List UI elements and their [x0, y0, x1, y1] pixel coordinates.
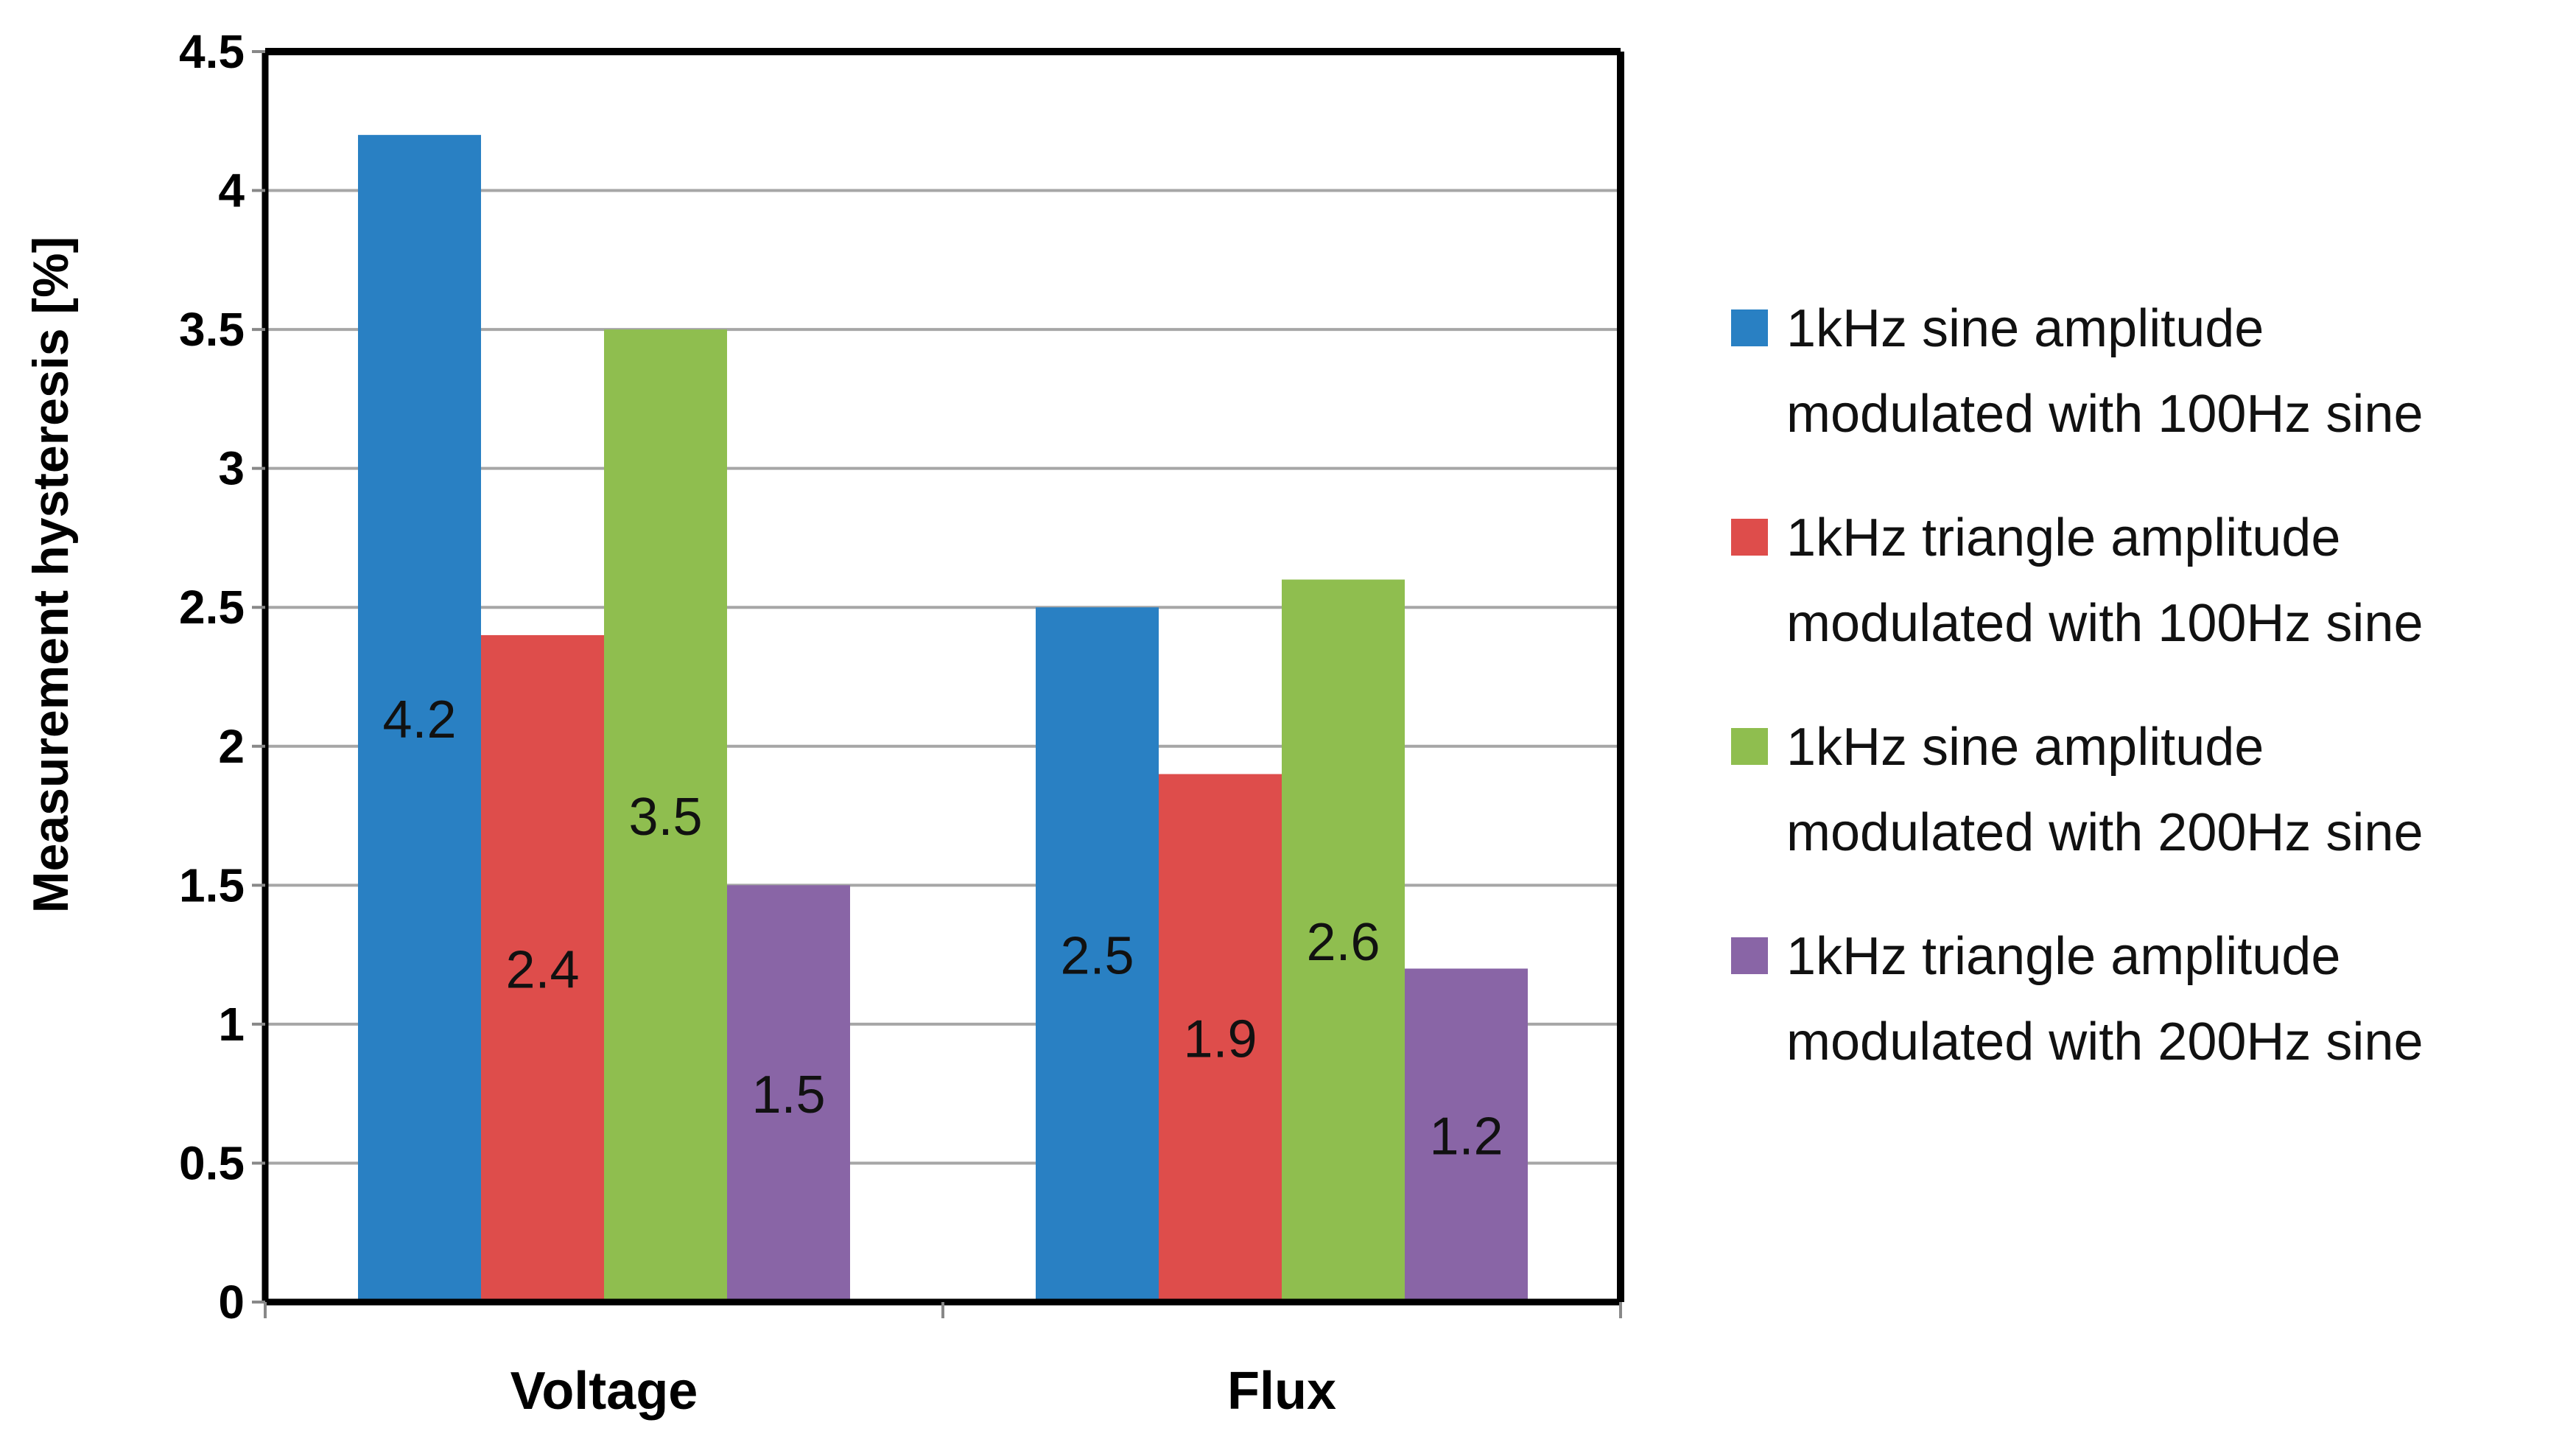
y-tick-label: 4 — [218, 164, 245, 217]
legend-entry-text: modulated with 100Hz sine — [1786, 385, 2424, 444]
x-category-labels: Voltage Flux — [264, 1302, 1622, 1421]
data-label: 1.9 — [1183, 1010, 1257, 1069]
x-category-label: Voltage — [510, 1362, 698, 1421]
y-axis-label: Measurement hysteresis [%] — [23, 237, 79, 913]
bar — [727, 885, 850, 1302]
x-category-label: Flux — [1227, 1362, 1336, 1421]
y-tick-label: 4.5 — [179, 25, 245, 78]
bar — [1405, 968, 1528, 1302]
data-label: 3.5 — [628, 788, 702, 847]
bar — [1036, 607, 1159, 1302]
legend-swatch — [1731, 937, 1768, 974]
y-tick-label: 2 — [218, 720, 245, 773]
data-label: 2.5 — [1060, 927, 1134, 986]
legend: 1kHz sine amplitude modulated with 100Hz … — [1731, 299, 2424, 1071]
y-tick-label: 1 — [218, 998, 245, 1051]
legend-entry-text: 1kHz triangle amplitude — [1786, 508, 2340, 567]
bar — [481, 634, 604, 1302]
bar — [1159, 774, 1282, 1302]
data-label: 1.5 — [751, 1066, 825, 1124]
bar — [604, 329, 727, 1303]
y-tick-label: 3 — [218, 442, 245, 495]
legend-swatch — [1731, 519, 1768, 556]
y-tick-labels: 0 0.5 1 1.5 2 2.5 3 3.5 4 4.5 — [179, 25, 265, 1329]
bar — [1282, 579, 1405, 1302]
data-labels: 4.2 2.4 3.5 1.5 2.5 1.9 2.6 1.2 — [382, 690, 1503, 1166]
data-label: 1.2 — [1429, 1108, 1503, 1166]
bar — [358, 135, 481, 1303]
data-label: 2.6 — [1306, 913, 1380, 972]
legend-entry-text: modulated with 100Hz sine — [1786, 594, 2424, 653]
legend-entry-text: 1kHz sine amplitude — [1786, 718, 2264, 777]
legend-swatch — [1731, 728, 1768, 765]
legend-entry-text: modulated with 200Hz sine — [1786, 803, 2424, 862]
y-tick-label: 1.5 — [179, 858, 245, 912]
legend-swatch — [1731, 309, 1768, 346]
legend-entry-text: 1kHz sine amplitude — [1786, 299, 2264, 358]
y-tick-label: 2.5 — [179, 581, 245, 634]
data-label: 4.2 — [382, 690, 456, 749]
y-tick-label: 0.5 — [179, 1136, 245, 1189]
legend-entry-text: 1kHz triangle amplitude — [1786, 927, 2340, 986]
y-tick-label: 3.5 — [179, 303, 245, 356]
data-label: 2.4 — [505, 940, 579, 999]
legend-entry-text: modulated with 200Hz sine — [1786, 1012, 2424, 1071]
bars — [358, 135, 1528, 1303]
y-tick-label: 0 — [218, 1276, 245, 1329]
